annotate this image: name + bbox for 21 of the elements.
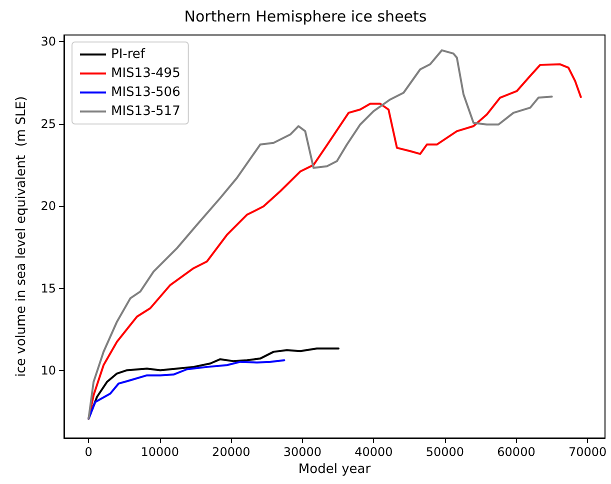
legend-label: PI-ref [111, 47, 146, 62]
y-tick-label: 15 [40, 281, 56, 296]
legend-label: MIS13-495 [111, 66, 180, 81]
x-tick-label: 10000 [140, 445, 179, 459]
x-tick-label: 40000 [354, 445, 393, 459]
legend-label: MIS13-517 [111, 104, 180, 119]
y-tick-label: 10 [40, 364, 56, 378]
chart-title: Northern Hemisphere ice sheets [184, 8, 427, 26]
x-tick-label: 0 [84, 445, 92, 459]
x-axis-title: Model year [298, 462, 372, 477]
y-tick-label: 20 [40, 199, 56, 214]
x-tick-label: 30000 [283, 445, 322, 459]
y-axis-title: ice volume in sea level equivalent (m SLE) [14, 96, 29, 377]
y-tick-label: 25 [40, 116, 56, 131]
x-tick-label: 60000 [497, 445, 536, 459]
y-tick-label: 30 [40, 34, 56, 49]
line-series [88, 359, 286, 420]
x-tick-label: 50000 [426, 445, 464, 459]
legend-label: MIS13-506 [111, 85, 180, 100]
x-tick-label: 70000 [568, 445, 607, 459]
x-tick-label: 20000 [212, 445, 250, 459]
